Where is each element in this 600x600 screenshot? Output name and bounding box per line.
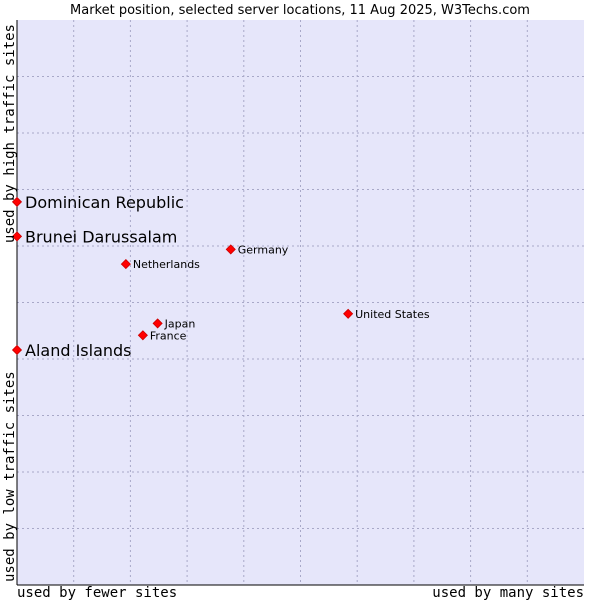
point-marker-brunei-darussalam: [11, 231, 23, 242]
point-label-germany: Germany: [238, 243, 289, 256]
point-marker-united-states: [343, 308, 354, 319]
point-marker-netherlands: [120, 259, 131, 270]
point-marker-germany: [225, 244, 236, 255]
point-marker-aland-islands: [11, 344, 23, 356]
point-label-dominican-republic: Dominican Republic: [25, 193, 184, 212]
data-points: Dominican Republic Brunei Darussalam Germa…: [11, 193, 430, 360]
point-marker-dominican-republic: [11, 196, 23, 207]
point-label-france: France: [150, 329, 187, 342]
y-axis-label-top: used by high traffic sites: [2, 24, 18, 243]
point-label-japan: Japan: [164, 317, 196, 330]
y-axis-label-bottom: used by low traffic sites: [2, 371, 18, 582]
x-axis-label-left: used by fewer sites: [17, 585, 177, 600]
chart-title: Market position, selected server locatio…: [70, 3, 530, 18]
point-label-brunei-darussalam: Brunei Darussalam: [25, 227, 177, 246]
point-marker-japan: [152, 318, 163, 329]
grid-lines: [17, 20, 584, 585]
x-axis-label-right: used by many sites: [432, 585, 584, 600]
point-label-united-states: United States: [355, 308, 430, 321]
point-marker-france: [137, 330, 148, 341]
point-label-netherlands: Netherlands: [133, 258, 200, 271]
point-label-aland-islands: Aland Islands: [25, 341, 132, 360]
